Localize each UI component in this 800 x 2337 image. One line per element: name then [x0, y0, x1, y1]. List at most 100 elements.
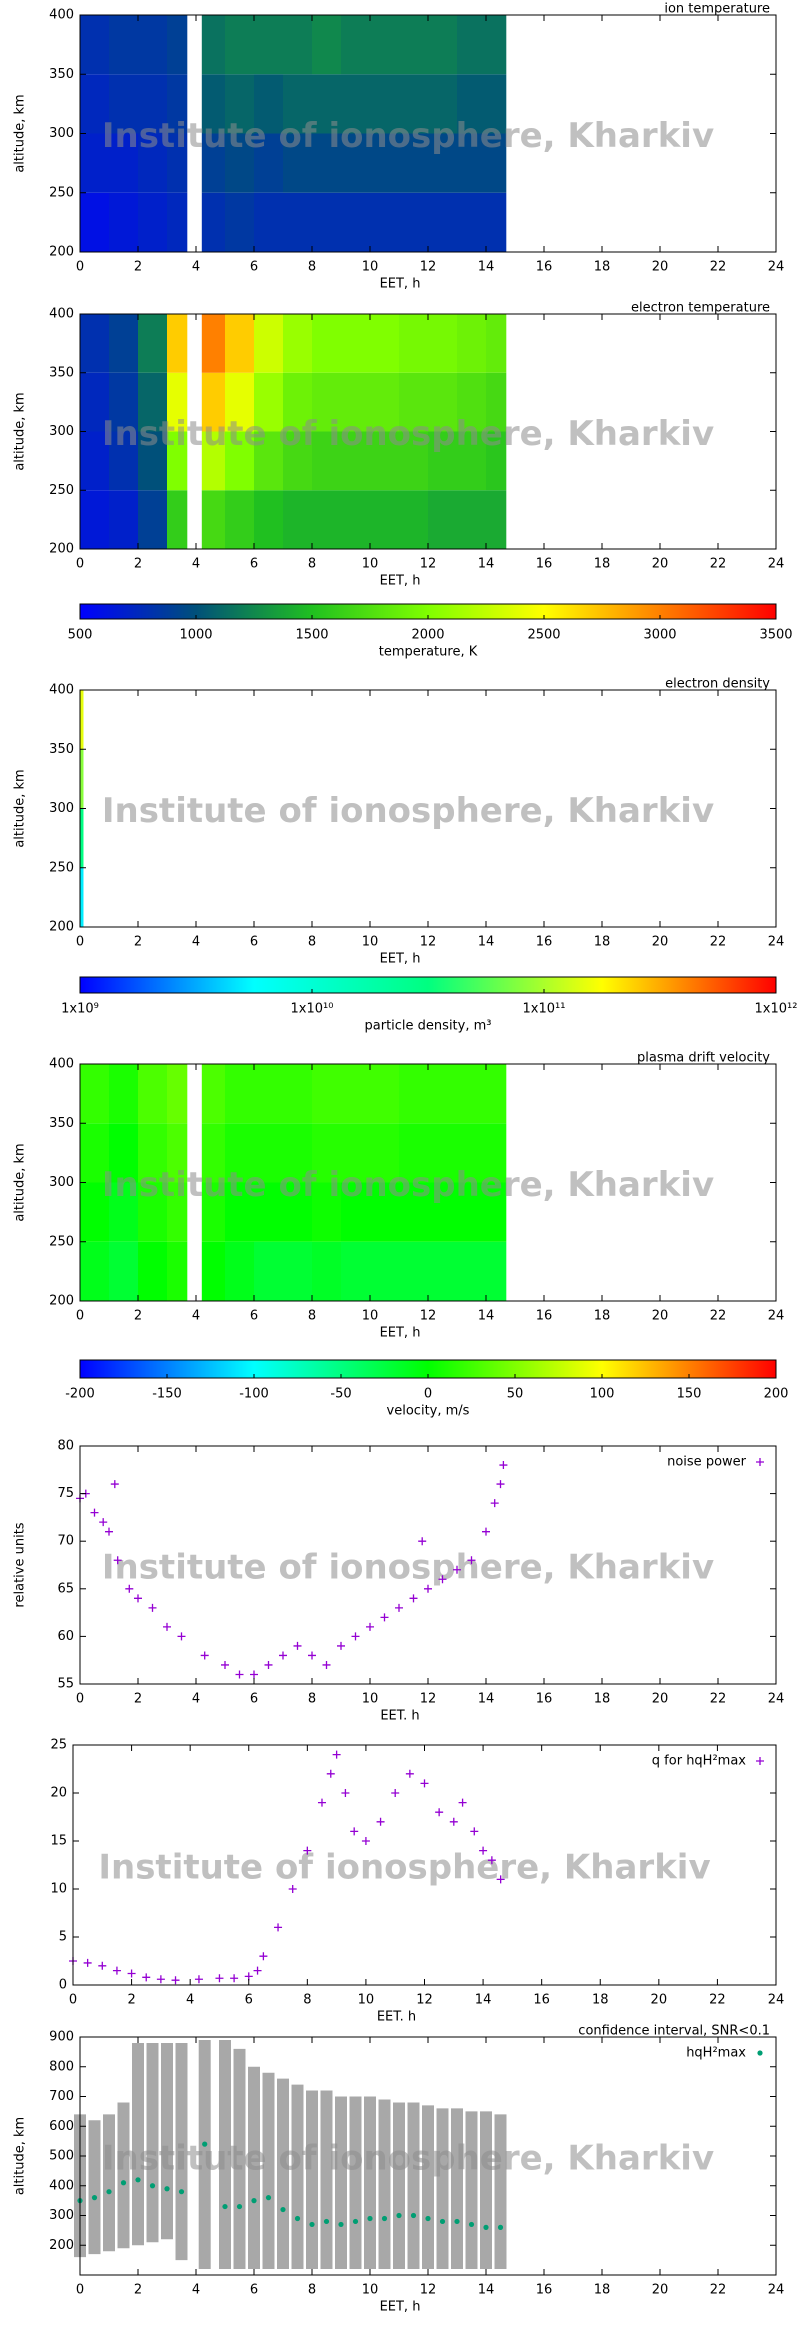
data-point — [142, 1973, 151, 1982]
x-tick-label: 8 — [308, 260, 316, 275]
data-point — [497, 2224, 504, 2230]
heatmap-cell — [428, 74, 457, 134]
heatmap-cell — [486, 490, 507, 549]
x-tick-label: 4 — [186, 1993, 194, 2008]
heatmap-cell — [283, 192, 312, 252]
heatmap-cell — [486, 372, 507, 432]
data-point — [438, 1575, 447, 1584]
heatmap-cell — [457, 15, 486, 75]
x-tick-label: 4 — [192, 557, 200, 572]
heatmap-cell — [283, 314, 312, 373]
panel-title: ion temperature — [664, 2, 770, 17]
heatmap-cell — [457, 314, 486, 373]
data-point — [293, 1641, 302, 1650]
heatmap-cell — [341, 1182, 370, 1242]
data-point — [215, 1974, 224, 1983]
watermark: Institute of ionosphere, Kharkiv — [98, 1848, 710, 1888]
heatmap-cell — [167, 1182, 188, 1242]
x-tick-label: 4 — [192, 1309, 200, 1324]
heatmap-cell — [109, 192, 138, 252]
heatmap-cell — [167, 74, 188, 134]
heatmap-cell — [341, 192, 370, 252]
heatmap-cell — [428, 1064, 457, 1124]
heatmap-cell — [109, 1241, 138, 1301]
heatmap-cell — [225, 74, 254, 134]
heatmap-cell — [312, 431, 341, 491]
data-point — [222, 2203, 228, 2210]
y-tick-label: 5 — [59, 1930, 67, 1945]
heatmap-cell — [254, 133, 283, 193]
y-tick-label: 75 — [57, 1486, 74, 1501]
heatmap-cell — [457, 1064, 486, 1124]
x-tick-label: 14 — [478, 1692, 495, 1707]
data-point — [264, 1660, 273, 1669]
heatmap-cell — [201, 133, 225, 193]
x-tick-label: 10 — [362, 557, 379, 572]
watermark: Institute of ionosphere, Kharkiv — [102, 1165, 714, 1205]
x-tick-label: 24 — [768, 260, 785, 275]
data-point — [458, 1798, 467, 1807]
colorbar-tick-label: -150 — [152, 1387, 182, 1402]
heatmap-cell — [109, 372, 138, 432]
heatmap-cell — [109, 1182, 138, 1242]
y-tick-label: 200 — [49, 245, 74, 260]
x-tick-label: 10 — [362, 935, 379, 950]
y-tick-label: 400 — [49, 8, 74, 23]
x-axis-label: EET, h — [380, 574, 421, 589]
x-axis-label: EET, h — [380, 1326, 421, 1341]
data-point — [280, 2206, 286, 2213]
colorbar-tick-label: 3000 — [643, 628, 676, 643]
heatmap-cell — [283, 490, 312, 549]
heatmap-cell — [254, 1182, 283, 1242]
data-point — [496, 1875, 505, 1884]
x-tick-label: 8 — [308, 1692, 316, 1707]
data-point — [202, 2141, 208, 2147]
data-point — [265, 2195, 272, 2201]
heatmap-cell — [457, 431, 486, 491]
data-point — [380, 1613, 389, 1622]
data-point — [194, 1975, 203, 1984]
y-tick-label: 15 — [50, 1834, 67, 1849]
heatmap-cell — [457, 133, 486, 193]
x-tick-label: 2 — [134, 1309, 142, 1324]
heatmap-cell — [138, 1241, 167, 1301]
heatmap-cell — [254, 431, 283, 491]
panel-title: electron density — [665, 677, 770, 692]
y-tick-label: 200 — [49, 2238, 74, 2253]
x-tick-label: 0 — [76, 557, 84, 572]
data-point — [99, 1518, 108, 1527]
data-point — [350, 1827, 359, 1836]
heatmap-cell — [80, 133, 109, 193]
heatmap-cell — [201, 1123, 225, 1183]
heatmap-cell — [399, 15, 428, 75]
heatmap-cell — [201, 192, 225, 252]
heatmap-cell — [341, 314, 370, 373]
x-tick-label: 14 — [478, 1309, 495, 1324]
x-axis-label: EET. h — [380, 1709, 419, 1724]
data-point — [148, 1603, 157, 1612]
heatmap-cell — [370, 133, 399, 193]
heatmap-cell — [399, 1182, 428, 1242]
y-tick-label: 600 — [49, 2119, 74, 2134]
y-tick-label: 250 — [49, 860, 74, 875]
x-tick-label: 22 — [710, 1692, 727, 1707]
heatmap-cell — [457, 1241, 486, 1301]
heatmap-cell — [370, 1123, 399, 1183]
x-tick-label: 10 — [362, 1309, 379, 1324]
heatmap-cell — [341, 490, 370, 549]
data-point — [391, 1789, 400, 1797]
heatmap-cell — [370, 1241, 399, 1301]
legend-label: noise power — [667, 1455, 747, 1470]
heatmap-cell — [283, 15, 312, 75]
heatmap-cell — [109, 15, 138, 75]
x-tick-label: 20 — [652, 1692, 669, 1707]
y-tick-label: 300 — [49, 126, 74, 141]
data-point — [425, 2215, 431, 2222]
data-point — [454, 2218, 460, 2225]
heatmap-cell — [167, 15, 188, 75]
heatmap-cell — [486, 431, 507, 491]
heatmap-cell — [109, 490, 138, 549]
data-point — [410, 2212, 417, 2219]
heatmap-cell — [80, 808, 84, 868]
heatmap-cell — [138, 372, 167, 432]
